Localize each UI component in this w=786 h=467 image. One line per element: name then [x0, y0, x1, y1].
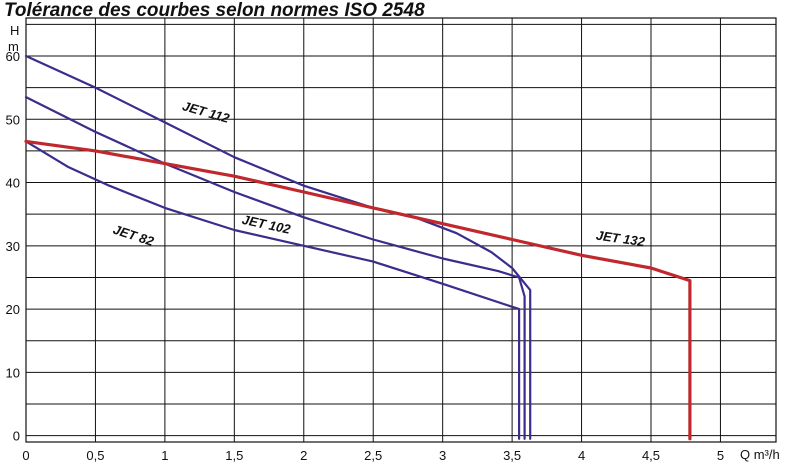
x-tick-label-10: 5 [717, 448, 724, 463]
y-tick-label-5: 50 [6, 112, 20, 127]
series-label-jet-112: JET 112 [181, 98, 232, 126]
x-tick-label-7: 3,5 [503, 448, 521, 463]
grid [25, 17, 777, 443]
series-lines [24, 54, 692, 441]
y-tick-label-3: 30 [6, 239, 20, 254]
x-tick-label-0: 0 [22, 448, 29, 463]
y-tick-label-1: 10 [6, 365, 20, 380]
x-tick-label-2: 1 [161, 448, 168, 463]
y-tick-label-6: 60 [6, 49, 20, 64]
x-tick-label-4: 2 [300, 448, 307, 463]
x-tick-label-8: 4 [578, 448, 585, 463]
plot-frame [25, 17, 777, 443]
x-axis-label: Q m³/h [740, 447, 780, 462]
x-tick-label-9: 4,5 [642, 448, 660, 463]
y-tick-labels: 0 10 20 30 40 50 60 [6, 49, 20, 444]
series-line-jet-112 [24, 54, 532, 440]
y-axis-label-h: H [10, 23, 19, 38]
series-line-jet-102 [24, 95, 526, 440]
y-tick-label-0: 0 [13, 429, 20, 444]
x-tick-label-5: 2,5 [364, 448, 382, 463]
y-axis-label-unit: m [8, 39, 19, 54]
series-line-jet-132 [24, 139, 692, 441]
y-tick-label-2: 20 [6, 302, 20, 317]
x-tick-label-6: 3 [439, 448, 446, 463]
y-tick-label-4: 40 [6, 176, 20, 191]
x-tick-label-1: 0,5 [86, 448, 104, 463]
x-tick-labels: 0 0,5 1 1,5 2 2,5 3 3,5 4 4,5 5 [22, 448, 724, 463]
series-label-jet-82: JET 82 [111, 222, 156, 249]
x-tick-label-3: 1,5 [225, 448, 243, 463]
chart-title: Tolérance des courbes selon normes ISO 2… [4, 0, 425, 21]
series-line-jet-82 [24, 140, 521, 440]
series-label-jet-132: JET 132 [595, 228, 647, 250]
